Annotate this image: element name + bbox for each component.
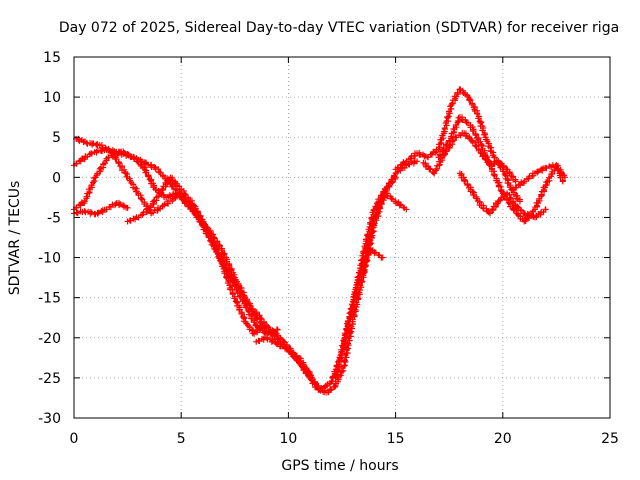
trace-markers — [360, 190, 408, 275]
x-axis-label: GPS time / hours — [281, 458, 398, 474]
x-tick-label: 10 — [279, 431, 297, 447]
y-tick-label: 0 — [52, 170, 61, 186]
x-tick-label: 0 — [70, 431, 79, 447]
sat-track-12 — [456, 170, 549, 221]
sat-track-6 — [253, 334, 313, 377]
sat-track-9 — [392, 86, 523, 205]
trace-markers — [436, 114, 566, 224]
y-tick-label: -20 — [38, 331, 61, 347]
sat-track-8 — [360, 190, 410, 277]
trace-markers — [255, 334, 313, 376]
y-tick-label: -5 — [47, 210, 61, 226]
sat-track-13 — [510, 162, 568, 193]
y-tick-label: -25 — [38, 371, 61, 387]
plot-frame — [73, 56, 611, 419]
sat-track-11 — [435, 114, 566, 225]
x-tick-label: 5 — [177, 431, 186, 447]
trace-markers — [73, 199, 130, 217]
y-tick-label: -15 — [38, 291, 61, 307]
axis-ticks: 0 5 10 15 20 25 -30 -25 -20 -15 -10 -5 0 5 10 15 — [38, 50, 619, 447]
chart-title: Day 072 of 2025, Sidereal Day-to-day VTE… — [59, 20, 619, 36]
x-tick-label: 20 — [494, 431, 512, 447]
y-tick-label: -30 — [38, 411, 61, 427]
x-tick-label: 25 — [601, 431, 619, 447]
y-tick-label: 15 — [43, 50, 61, 66]
x-tick-label: 15 — [387, 431, 405, 447]
y-tick-label: 5 — [52, 130, 61, 146]
trace-markers — [458, 171, 549, 221]
y-tick-label: 10 — [43, 90, 61, 106]
trace-markers — [394, 86, 523, 203]
trace-markers — [126, 174, 265, 337]
trace-markers — [512, 162, 568, 191]
data-points — [71, 86, 568, 396]
y-tick-label: -10 — [38, 251, 61, 267]
sat-track-4 — [71, 199, 131, 218]
sat-track-5 — [124, 174, 266, 337]
y-axis-label: SDTVAR / TECUs — [7, 181, 23, 296]
